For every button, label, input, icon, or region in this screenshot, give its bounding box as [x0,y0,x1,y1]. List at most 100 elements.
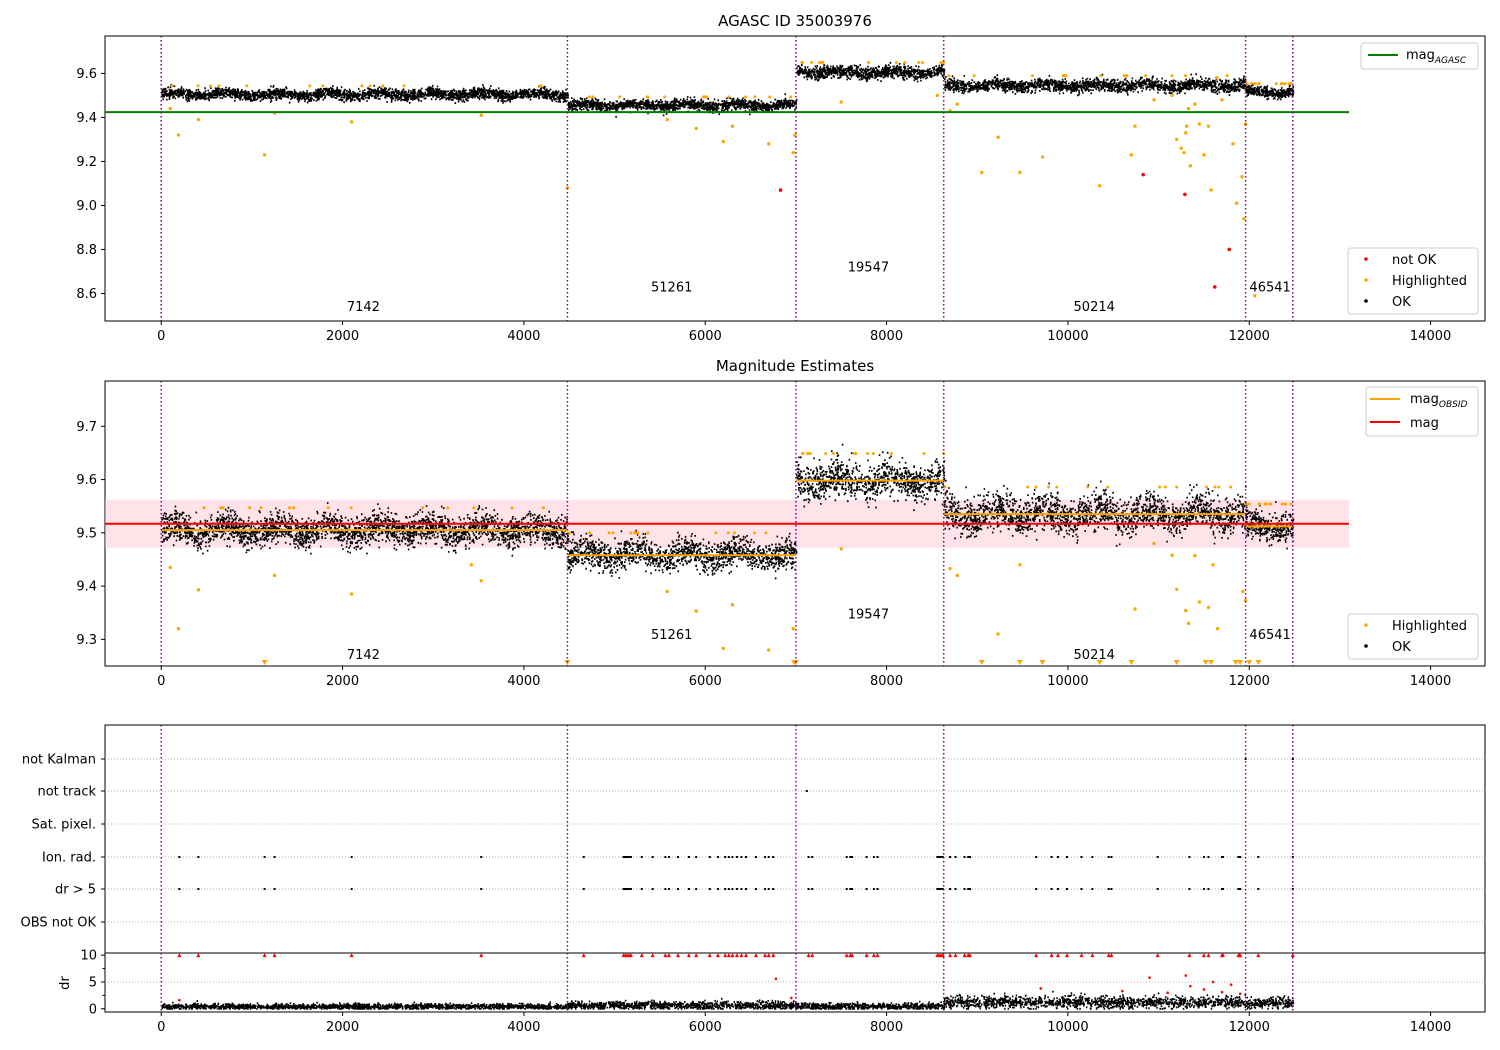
middle-highlighted-point [1186,621,1191,626]
top-highlighted-point [591,95,595,99]
flags-ion-rad-point [677,856,680,858]
dr-xtick-label: 6000 [689,1020,722,1035]
middle-highlighted-point [1158,485,1162,489]
middle-highlighted-point [839,547,843,551]
dr-clipped-marker [1065,953,1070,958]
middle-highlighted-point [1175,485,1179,489]
middle-xtick-label: 2000 [326,674,359,689]
top-highlighted-point [646,95,650,99]
dr-outlier-point [1238,992,1242,996]
middle-highlighted-point [1193,554,1197,558]
dr-outlier-point [1039,987,1043,990]
top-notok-point [1227,247,1232,252]
dr-clipped-marker [967,953,972,958]
top-highlighted-point [349,120,354,124]
flags-row-label: OBS not OK [21,916,97,931]
middle-highlighted-point [349,592,354,596]
dr-clipped-marker [1238,953,1243,958]
middle-highlighted-point [292,506,296,510]
top-highlighted-point [730,124,735,128]
dr-clipped-marker [1109,953,1114,958]
top-highlighted-point [217,84,221,88]
dr-xtick-label: 2000 [326,1020,359,1035]
flags-ion-rad-point [724,856,727,858]
middle-below-range-marker [978,660,985,665]
middle-highlighted-point [611,531,615,535]
top-ytick-label: 9.2 [76,155,97,170]
middle-highlighted-point [542,506,546,510]
middle-highlighted-point [824,451,828,455]
flags-ion-rad-point [1050,856,1053,858]
flags-ion-rad-point [941,856,944,858]
top-highlighted-point [955,102,959,106]
flags-dr-point [687,888,690,890]
middle-xtick-label: 4000 [507,674,540,689]
middle-ok-points [1245,501,1295,550]
top-highlighted-point [867,60,871,64]
middle-highlighted-point [831,451,835,455]
top-highlighted-point [1040,155,1045,159]
top-highlighted-point [1097,183,1102,188]
top-highlighted-point [245,84,249,88]
dr-outlier-point [1148,976,1151,979]
flags-ion-rad-point [938,856,941,858]
dr-clipped-marker [581,953,586,958]
dr-clipped-marker [639,953,644,958]
top-highlighted-point [727,95,731,99]
flags-ion-rad-point [807,856,810,858]
flags-ion-rad-point [1221,856,1224,858]
top-highlighted-point [1144,74,1148,78]
dr-plot-frame [104,952,1486,1013]
top-obsid-label: 19547 [848,260,889,275]
middle-highlighted-point [1289,502,1293,506]
dr-outlier-point [774,977,778,981]
middle-highlighted-point [1246,502,1250,506]
middle-highlighted-point [1229,485,1233,489]
legend-mid-highlighted-label: Highlighted [1392,619,1467,634]
top-highlighted-point [791,150,795,155]
top-highlighted-point [1231,142,1235,146]
middle-highlighted-point [1175,587,1179,591]
flags-dr-point [1080,888,1083,890]
top-title: AGASC ID 35003976 [718,12,872,30]
top-obsid-label: 51261 [651,280,692,295]
top-highlighted-point [539,84,543,88]
top-highlighted-point [1030,74,1034,78]
dr-outlier-point [1166,991,1169,994]
flags-dr-point [263,888,266,890]
middle-highlighted-point [1034,485,1038,489]
flags-ion-rad-point [1156,856,1159,858]
flags-dr-point [872,888,875,890]
top-ok-points [567,93,798,118]
middle-highlighted-point [1217,485,1221,489]
flags-ion-rad-point [664,856,667,858]
top-highlighted-point [1214,76,1219,80]
dr-outlier-point [1189,984,1192,988]
flags-dr-point [273,888,276,890]
top-highlighted-point [1289,82,1293,86]
top-highlighted-point [743,95,747,99]
flags-dr-point [667,888,670,890]
middle-highlighted-point [248,506,252,510]
flags-not-kalman-point [1291,758,1294,760]
flags-ion-rad-point [772,856,775,858]
dr-clipped-marker [806,953,811,958]
flags-dr-point [735,888,738,890]
flags-ion-rad-point [197,856,200,858]
top-xtick-label: 10000 [1047,329,1088,344]
middle-highlighted-point [1257,502,1261,506]
top-obsid-label: 7142 [347,300,380,315]
dr-clipped-marker [875,953,880,958]
dr-xtick-label: 12000 [1229,1020,1270,1035]
top-highlighted-point [402,84,406,88]
flags-ion-rad-point [622,856,625,858]
top-highlighted-point [980,170,984,175]
dr-outlier-point [1211,980,1215,984]
top-highlighted-point [789,95,793,99]
top-highlighted-point [1220,98,1224,102]
top-highlighted-point [663,95,667,99]
middle-highlighted-point [1206,605,1211,610]
top-highlighted-point [196,84,200,88]
top-highlighted-point [360,84,364,88]
flags-ion-rad-point [764,856,767,858]
